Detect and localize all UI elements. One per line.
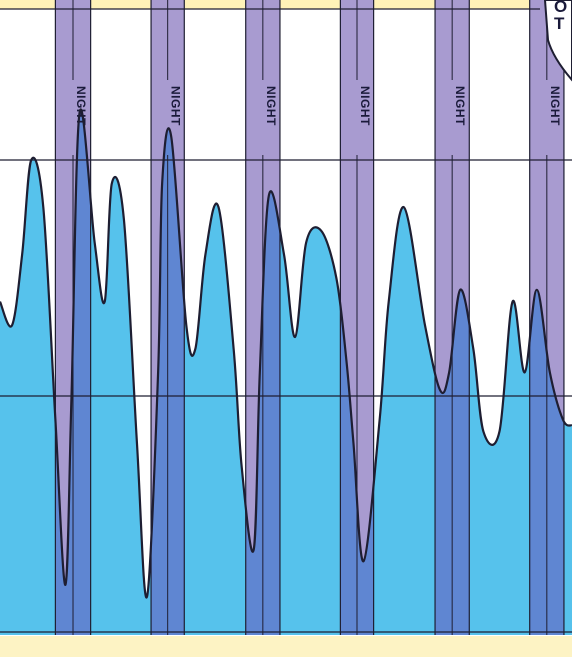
bottom-strip: [0, 636, 572, 657]
night-label-3: NIGHT: [264, 86, 278, 126]
tide-curve: [0, 108, 572, 599]
night-label-6: NIGHT: [548, 86, 562, 126]
night-label-4: NIGHT: [358, 86, 372, 126]
water-area: [0, 109, 572, 636]
gridlines: [0, 159, 572, 633]
corner-text-2: T: [554, 14, 565, 33]
night-label-2: NIGHT: [169, 86, 183, 126]
corner-text-1: O: [554, 0, 567, 16]
night-label-1: NIGHT: [74, 86, 88, 126]
night-label-5: NIGHT: [453, 86, 467, 126]
